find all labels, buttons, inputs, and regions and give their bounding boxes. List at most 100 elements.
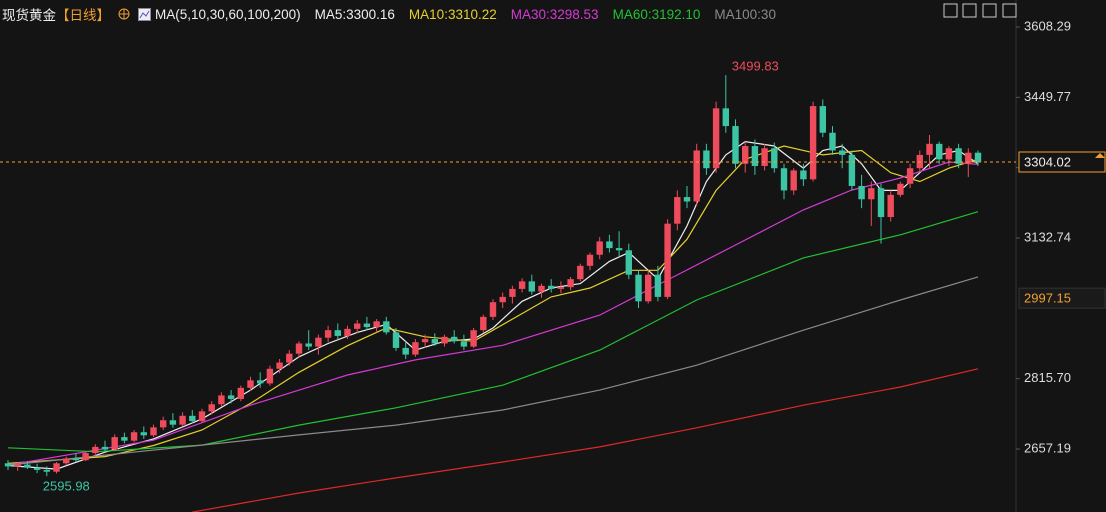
candle-body [965,152,972,164]
icon[interactable] [962,3,977,18]
candle-body [693,150,700,202]
candle-body [809,106,817,180]
add-icon[interactable] [118,8,130,20]
icon[interactable] [982,3,997,18]
candle-body [53,463,60,472]
ma-line [192,368,979,512]
candle-body [848,154,856,186]
header: 现货黄金 【日线】 MA(5,10,30,60,100,200) MA5:330… [2,4,776,24]
legend-entry: MA5:3300.16 [314,6,395,22]
indicator: MA(5,10,30,60,100,200) [155,6,301,22]
current-price-box [1018,151,1106,173]
candle-body [130,432,138,441]
toolbar-icons[interactable] [943,3,1017,18]
candle-body [703,150,710,169]
candle-body [945,148,953,160]
candle-body [722,108,729,127]
ma-line [7,211,979,453]
candle-body [761,148,768,167]
candle-body [538,285,545,292]
y-tick-label: 2657.19 [1024,440,1071,455]
title: 现货黄金 [2,8,56,23]
candle-body [839,150,846,155]
candle-body [218,395,225,405]
candle-body [751,146,759,167]
candle-body [72,458,80,461]
icon[interactable] [1002,3,1017,18]
candle-body [936,143,943,160]
candle-body [189,415,196,422]
candle-body [897,183,904,195]
candle-body [344,328,351,336]
legend-entry: MA10:3310.22 [408,6,497,22]
candle-body [441,336,448,344]
candle-body [150,427,157,436]
candle-body [577,265,584,280]
candle-body [111,437,118,450]
candle-body [635,274,642,302]
marker-label: 2997.15 [1024,291,1071,306]
candle-body [625,250,632,275]
candle-body [305,343,312,347]
candle-body [906,168,914,184]
candle-body [24,464,31,468]
candle-body [383,321,390,333]
low-annotation: 2595.98 [43,479,90,494]
candle-body [674,197,681,224]
current-price-label: 3304.02 [1024,154,1071,169]
candle-body [198,411,206,422]
candle-body [363,323,371,328]
candle-body [257,380,264,384]
y-tick-label: 3608.29 [1024,18,1071,33]
candle-body [654,274,662,297]
legend-entry: MA60:3192.10 [612,6,701,22]
candle-body [548,285,555,289]
candle-body [712,108,720,169]
period[interactable]: 【日线】 [56,8,110,23]
indicator-icon[interactable] [138,7,151,21]
candle-body [790,170,797,191]
candle-body [421,339,429,343]
candle-body [596,241,603,255]
candle-body [819,106,826,133]
candle-body [63,458,70,464]
ma-line [7,276,979,466]
candle-body [237,387,244,399]
candle-body [974,152,982,163]
candle-body [509,288,516,297]
candle-body [567,279,574,288]
candle-body [683,197,691,202]
candle-body [557,287,565,289]
legend-entry: MA100:30 [714,6,776,22]
y-tick-label: 3449.77 [1024,89,1071,104]
candle-body [334,330,341,336]
candle-body [858,185,865,200]
candle-body [412,342,419,355]
candle-body [499,296,506,303]
high-annotation: 3499.83 [732,59,779,74]
ma-line [7,161,979,466]
candle-body [160,420,167,428]
candle-body [732,126,739,164]
candle-body [829,132,836,151]
candle-body [460,341,468,347]
ma-line [7,145,979,464]
candle-body [518,281,526,289]
candle-body [489,302,497,317]
candle-body [43,469,50,472]
candle-body [431,339,438,344]
icon[interactable] [943,3,958,18]
candle-body [33,467,41,470]
candle-body [295,343,303,354]
candle-body [645,274,652,302]
candle-body [140,432,147,436]
candle-body [315,337,322,347]
candle-body [402,347,409,355]
candle-body [266,368,274,384]
candle-body [354,323,361,329]
candle-body [470,330,477,347]
candle-body [742,146,749,164]
candle-body [868,188,875,200]
